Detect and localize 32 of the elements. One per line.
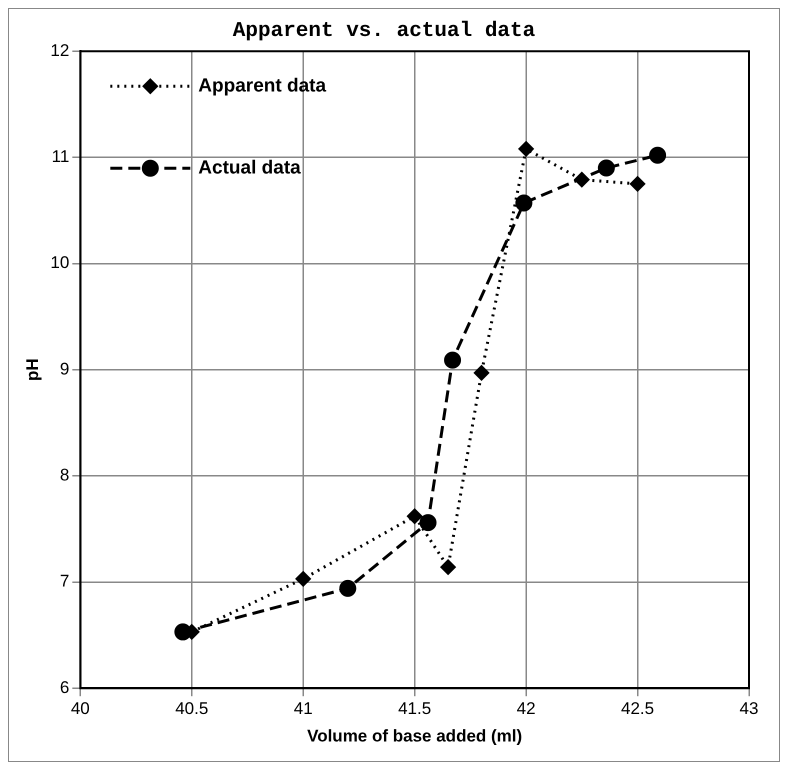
- y-tick-label: 8: [60, 466, 70, 485]
- x-tick-label: 42.5: [621, 699, 654, 718]
- x-axis-title: Volume of base added (ml): [307, 726, 522, 746]
- y-tick-label: 7: [60, 572, 70, 591]
- legend-label: Apparent data: [198, 75, 326, 96]
- y-tick-label: 11: [52, 147, 70, 166]
- point: [518, 141, 534, 156]
- legend-label: Actual data: [198, 157, 302, 178]
- x-tick-label: 43: [740, 699, 758, 718]
- point: [515, 194, 532, 212]
- x-tick-label: 41.5: [398, 699, 432, 718]
- point: [649, 146, 666, 164]
- point: [420, 514, 437, 532]
- y-tick-label: 9: [60, 359, 70, 378]
- point: [574, 172, 590, 188]
- y-axis-title: pH: [22, 358, 42, 382]
- point: [630, 176, 646, 192]
- x-tick-label: 40: [70, 699, 90, 718]
- x-tick-label: 42: [516, 699, 536, 718]
- x-tick-label: 41: [294, 699, 313, 718]
- point: [296, 571, 311, 586]
- point: [407, 508, 422, 524]
- point: [339, 580, 356, 597]
- point: [444, 352, 462, 369]
- y-tick-label: 10: [50, 253, 70, 272]
- point: [598, 159, 615, 176]
- y-tick-label: 6: [60, 678, 70, 697]
- chart-title: Apparent vs. actual data: [232, 20, 536, 43]
- y-tick-label: 12: [50, 40, 70, 60]
- point: [440, 560, 456, 575]
- point: [474, 365, 490, 380]
- x-tick-label: 40.5: [175, 699, 208, 718]
